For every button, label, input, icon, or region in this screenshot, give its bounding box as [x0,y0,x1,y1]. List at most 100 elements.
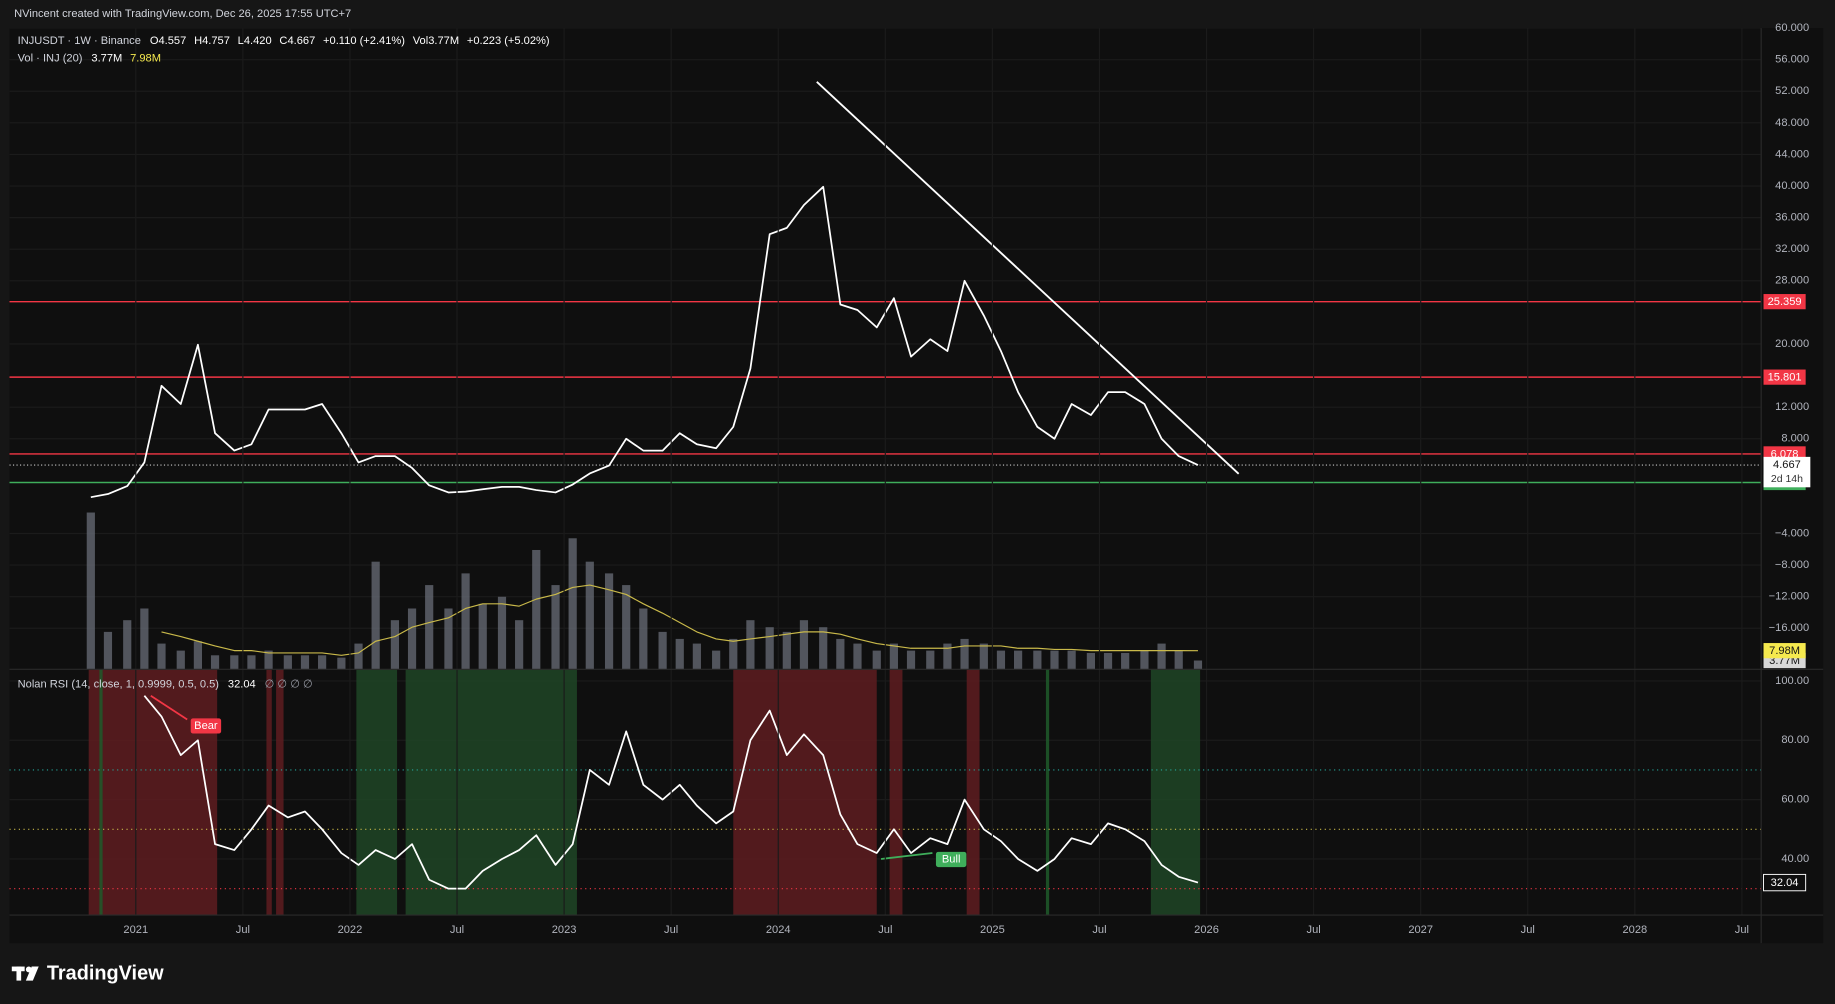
level-badge [1763,294,1806,310]
volume-bar [568,538,577,670]
y-tick-label: 60.000 [1775,22,1809,34]
volume-bar [230,655,239,670]
volume-bar [836,638,845,670]
volume-badge [1763,643,1806,659]
volume-bar [960,638,969,670]
volume-ma-line [161,584,1198,656]
volume-ma-value: 7.98M [130,52,161,64]
volume-bar [604,573,614,670]
volume-bar [782,631,791,670]
y-tick-label: −4.000 [1775,527,1809,539]
y-tick-label: 8.000 [1781,433,1809,445]
rsi-tick-label: 100.00 [1775,675,1809,687]
volume-bar [354,643,363,670]
ohlc-open: O4.557 [150,35,186,47]
divergence-badge [190,718,222,734]
volume-bar [123,620,132,670]
volume-bar [1157,643,1166,670]
rsi-legend: Nolan RSI (14, close, 1, 0.9999, 0.5, 0.… [18,678,313,690]
volume-bar [551,585,560,670]
x-tick-label: 2022 [338,924,363,936]
volume-badge-label: 7.98M [1769,645,1800,657]
chart-area [9,28,1824,944]
x-tick-label: Jul [664,924,678,936]
x-tick-label: Jul [1092,924,1106,936]
volume-bar [712,650,721,670]
y-tick-label: 48.000 [1775,117,1809,129]
countdown-label: 2d 14h [1771,473,1803,485]
y-tick-label: 36.000 [1775,212,1809,224]
y-tick-label: 32.000 [1775,243,1809,255]
volume-bar [765,627,774,670]
x-tick-label: 2024 [766,924,791,936]
volume-change: +0.223 (+5.02%) [467,35,550,47]
signal-zone [733,669,877,916]
rsi-value-label: 32.04 [1771,877,1799,889]
x-tick-label: Jul [236,924,250,936]
volume-bar [1050,650,1059,670]
volume-bar [1033,650,1042,670]
volume-bar [819,627,828,670]
volume-bar [1121,652,1130,670]
price-line [90,185,1199,499]
symbol-legend: INJUSDT · 1W · Binance O4.557 H4.757 L4.… [18,35,550,47]
volume-bar [1140,650,1149,670]
logo-stem [16,966,22,981]
volume-bar [889,643,898,670]
signal-zone [99,669,103,916]
rsi-tick-label: 80.00 [1781,734,1809,746]
signal-zone [889,669,903,916]
x-tick-label: 2021 [123,924,148,936]
change: +0.110 (+2.41%) [323,35,405,47]
symbol: INJUSDT · 1W · Binance [18,35,141,47]
volume-bar [1103,652,1113,670]
volume-bar [639,608,648,670]
y-tick-label: −12.000 [1769,591,1809,603]
ohlc-low: L4.420 [238,35,272,47]
rsi-value: 32.04 [228,678,256,690]
last-price-badge [1763,456,1811,488]
volume-legend: Vol · INJ (20) 3.77M 7.98M [18,52,161,64]
rsi-value-badge [1763,873,1807,892]
signal-zone [966,669,980,916]
volume-bar [157,643,166,670]
x-tick-label: 2023 [552,924,577,936]
volume-bar [622,585,631,670]
x-tick-label: Jul [450,924,464,936]
divergence-line [150,695,188,721]
y-tick-label: −16.000 [1769,622,1809,634]
level-badge [1763,369,1806,385]
divergence-line [880,852,933,860]
volume-bar [996,650,1006,670]
x-tick-label: Jul [878,924,892,936]
signal-zone [356,669,398,916]
volume-bar [390,620,400,670]
divergence-badge [935,851,967,868]
y-tick-label: 40.000 [1775,180,1809,192]
volume-bar [444,608,453,670]
volume-bar [140,608,149,670]
level-badge-label: 25.359 [1768,296,1802,308]
volume-bar [746,620,755,670]
volume-bar [318,655,327,670]
volume-bar [692,643,701,670]
volume-bar [283,655,292,670]
signal-zone [88,669,218,916]
volume-bar [407,608,417,670]
volume-bar [532,549,541,670]
volume-bar [497,596,507,670]
level-badge-label: 6.078 [1771,448,1799,460]
y-tick-label: 20.000 [1775,338,1809,350]
x-tick-label: 2026 [1194,924,1219,936]
volume-bar [585,561,594,670]
signal-zone [1045,669,1050,916]
volume-bar [1013,650,1023,670]
rsi-tick-label: 40.00 [1781,853,1809,865]
y-tick-label: 12.000 [1775,401,1809,413]
volume-bar [193,641,202,670]
volume-bar [103,631,113,670]
volume-bar [979,643,988,670]
volume-bar [872,650,881,670]
header-text: NVincent created with TradingView.com, D… [14,8,351,20]
